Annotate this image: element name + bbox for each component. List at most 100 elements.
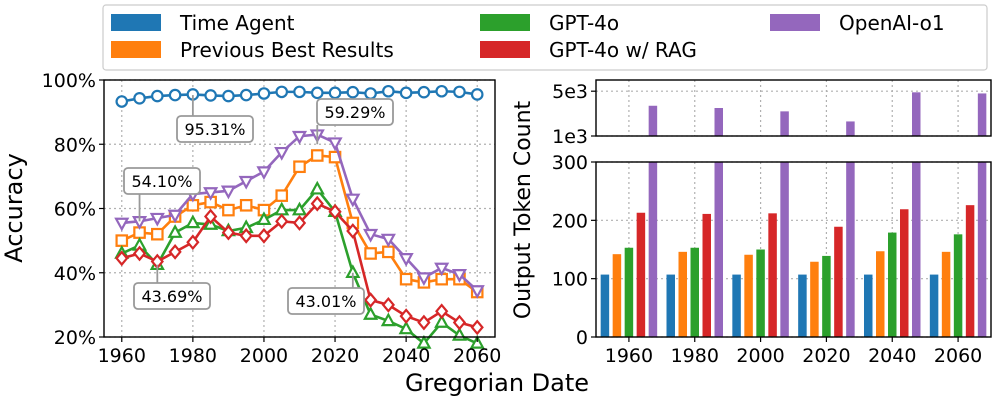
bar-previous-best-results bbox=[876, 251, 885, 337]
data-point-gpt-4o-w-rag bbox=[168, 243, 182, 260]
bar-previous-best-results bbox=[678, 251, 687, 337]
right-x-tick-label: 2040 bbox=[868, 345, 916, 367]
data-point-gpt-4o bbox=[363, 306, 379, 320]
data-point-gpt-4o bbox=[167, 224, 183, 238]
bar-time-agent bbox=[666, 274, 675, 337]
annotation-label: 95.31% bbox=[184, 120, 245, 139]
left-y-tick-label: 80% bbox=[54, 134, 96, 156]
left-y-tick-label: 60% bbox=[54, 199, 96, 221]
data-point-gpt-4o-w-rag bbox=[310, 195, 324, 212]
data-point-gpt-4o-w-rag bbox=[363, 292, 378, 308]
data-point-previous-best-results bbox=[364, 247, 377, 260]
data-point-openai-o1 bbox=[167, 209, 183, 224]
data-point-openai-o1 bbox=[380, 233, 396, 248]
annotation-label: 43.69% bbox=[141, 287, 202, 306]
bar-gpt-4o bbox=[888, 232, 897, 337]
legend-swatch-previous-best bbox=[111, 41, 161, 58]
left-y-tick-label: 40% bbox=[54, 263, 96, 285]
bar-previous-best-results bbox=[810, 261, 819, 337]
data-point-time-agent bbox=[364, 87, 377, 100]
data-point-previous-best-results bbox=[115, 234, 129, 247]
bar-time-agent bbox=[732, 274, 741, 337]
data-point-previous-best-results bbox=[151, 227, 164, 241]
right-y-axis-label: Output Token Count bbox=[511, 100, 536, 319]
data-point-gpt-4o-w-rag bbox=[328, 203, 342, 220]
bar-previous-best-results bbox=[744, 254, 753, 337]
right-upper-y-tick-label: 1e3 bbox=[552, 126, 588, 148]
data-point-time-agent bbox=[275, 85, 289, 99]
bar-series-previous-best-results bbox=[612, 251, 951, 337]
right-lower-y-tick-label: 0 bbox=[576, 327, 588, 349]
right-x-tick-label: 2020 bbox=[802, 345, 850, 367]
data-point-gpt-4o bbox=[256, 211, 272, 226]
data-point-gpt-4o bbox=[469, 334, 485, 349]
series-time-agent bbox=[115, 84, 484, 108]
left-x-tick-label: 2040 bbox=[382, 345, 430, 367]
data-point-openai-o1 bbox=[256, 166, 272, 181]
bar-previous-best-results bbox=[612, 254, 622, 337]
bar-openai-o1-upper bbox=[780, 111, 789, 136]
annotation-label: 54.10% bbox=[131, 172, 192, 191]
bar-gpt-4o-w-rag bbox=[900, 209, 909, 337]
bar-time-agent bbox=[798, 274, 807, 337]
data-point-time-agent bbox=[435, 84, 448, 98]
bar-gpt-4o bbox=[756, 249, 765, 337]
data-point-gpt-4o-w-rag bbox=[204, 208, 218, 225]
data-point-gpt-4o-w-rag bbox=[275, 213, 289, 230]
bar-series-gpt-4o bbox=[624, 232, 963, 337]
legend-swatch-gpt4o-rag bbox=[480, 41, 530, 58]
annotation-box bbox=[316, 98, 394, 126]
data-point-time-agent bbox=[222, 89, 235, 103]
data-point-time-agent bbox=[115, 95, 129, 108]
right-upper-y-tick-label: 5e3 bbox=[552, 81, 588, 103]
bar-gpt-4o bbox=[624, 247, 634, 337]
data-point-time-agent bbox=[257, 87, 271, 100]
left-x-tick-label: 1960 bbox=[98, 345, 146, 367]
bar-gpt-4o-w-rag bbox=[965, 205, 975, 337]
left-x-tick-label: 2020 bbox=[311, 345, 359, 367]
series-openai-o1 bbox=[114, 129, 485, 299]
left-x-tick-label: 2060 bbox=[453, 345, 501, 367]
legend-label-gpt4o: GPT-4o bbox=[549, 11, 619, 35]
token-count-bar-chart: 1960 1980 2000 2020 2040 2060 0 100 200 300 1e3 5e3… bbox=[511, 79, 992, 367]
data-point-time-agent bbox=[204, 89, 217, 102]
bar-gpt-4o-w-rag bbox=[702, 213, 711, 337]
bar-openai-o1-lower bbox=[846, 162, 855, 337]
legend-label-time-agent: Time Agent bbox=[179, 11, 295, 35]
data-point-openai-o1 bbox=[291, 130, 308, 145]
bar-gpt-4o-w-rag bbox=[834, 226, 843, 337]
bar-openai-o1-lower bbox=[648, 162, 658, 337]
right-upper-frame bbox=[595, 79, 992, 137]
bar-openai-o1-upper bbox=[912, 92, 921, 136]
annotation-2: 54.10% bbox=[123, 167, 201, 222]
data-point-time-agent bbox=[328, 86, 342, 100]
data-point-gpt-4o bbox=[434, 314, 450, 328]
data-point-previous-best-results bbox=[222, 203, 235, 217]
data-point-gpt-4o bbox=[274, 201, 290, 216]
data-point-time-agent bbox=[133, 92, 146, 105]
data-point-previous-best-results bbox=[293, 160, 306, 174]
data-point-openai-o1 bbox=[363, 228, 379, 243]
data-point-openai-o1 bbox=[416, 272, 432, 287]
data-point-openai-o1 bbox=[398, 252, 414, 267]
data-point-openai-o1 bbox=[451, 269, 468, 283]
left-y-tick-label: 100% bbox=[42, 70, 96, 92]
bar-openai-o1-lower bbox=[912, 162, 921, 337]
data-point-gpt-4o-w-rag bbox=[132, 245, 147, 262]
data-point-gpt-4o-w-rag bbox=[470, 319, 484, 336]
annotation-label: 59.29% bbox=[324, 103, 385, 122]
annotation-box bbox=[133, 282, 211, 310]
data-point-time-agent bbox=[470, 88, 484, 101]
data-point-openai-o1 bbox=[238, 175, 254, 190]
left-x-tick-label: 2000 bbox=[240, 345, 288, 367]
bar-time-agent bbox=[929, 274, 939, 337]
bar-gpt-4o bbox=[953, 234, 963, 337]
legend-swatch-gpt4o bbox=[480, 14, 530, 31]
legend-label-gpt4o-rag: GPT-4o w/ RAG bbox=[549, 38, 697, 62]
annotation-3: 43.69% bbox=[133, 264, 211, 310]
bar-openai-o1-upper bbox=[714, 108, 723, 136]
data-point-gpt-4o bbox=[185, 214, 201, 229]
data-point-time-agent bbox=[151, 89, 164, 103]
data-point-previous-best-results bbox=[310, 149, 324, 162]
data-point-previous-best-results bbox=[399, 272, 413, 286]
